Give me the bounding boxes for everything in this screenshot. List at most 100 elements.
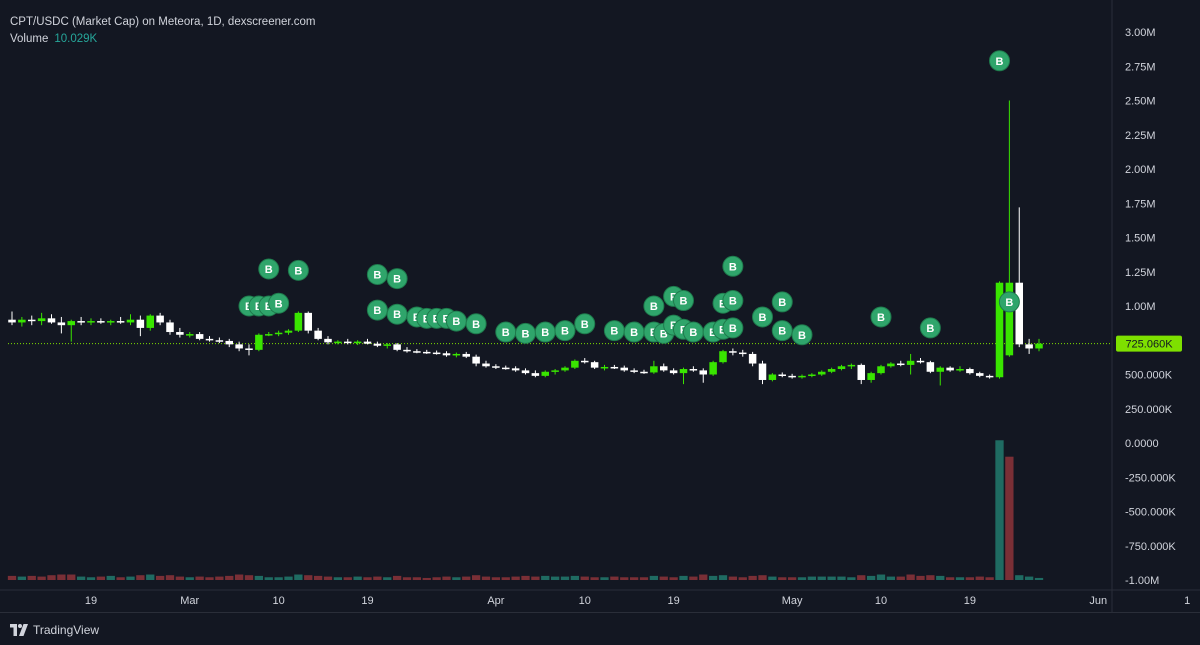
candle bbox=[87, 318, 95, 326]
trade-marker-circle bbox=[673, 290, 694, 312]
trade-marker-label: B bbox=[660, 328, 668, 340]
trade-marker-label: B bbox=[561, 326, 569, 338]
candle bbox=[47, 314, 56, 324]
tradingview-logo[interactable]: TradingView bbox=[10, 623, 99, 637]
candle-body bbox=[887, 363, 895, 367]
candle-body bbox=[590, 362, 599, 368]
volume-bar bbox=[511, 576, 520, 580]
volume-bar bbox=[313, 575, 323, 580]
trade-marker-circle bbox=[722, 255, 744, 277]
candle bbox=[580, 358, 589, 364]
trade-marker-label: B bbox=[522, 328, 530, 340]
trade-marker-circle bbox=[771, 291, 793, 313]
candle-body bbox=[501, 367, 510, 370]
candle bbox=[679, 367, 688, 385]
candle-body bbox=[185, 334, 194, 336]
trade-marker-circle bbox=[998, 291, 1020, 313]
trade-marker-circle bbox=[722, 290, 744, 312]
candle-body bbox=[620, 367, 629, 371]
volume-bar bbox=[629, 577, 639, 580]
volume-bar bbox=[985, 577, 994, 580]
candle bbox=[57, 316, 66, 334]
candle-body bbox=[995, 282, 1004, 378]
candle bbox=[906, 353, 915, 375]
candle bbox=[768, 373, 777, 382]
candle bbox=[778, 372, 787, 378]
candle-body bbox=[27, 319, 36, 322]
candle-body bbox=[837, 366, 846, 370]
candle-body bbox=[383, 344, 392, 346]
candlestick-chart[interactable]: 3.00M 2.75M 2.50M 2.25M 2.00M 1.75M 1.50M 1.25M… bbox=[0, 0, 1200, 612]
candle-body bbox=[975, 373, 984, 376]
candle-body bbox=[274, 332, 283, 335]
volume-bar bbox=[955, 577, 965, 580]
time-tick-label: 1 bbox=[1184, 595, 1190, 607]
trade-marker: B bbox=[682, 321, 704, 343]
volume-bar bbox=[146, 574, 155, 580]
trade-marker-label: B bbox=[778, 297, 786, 309]
volume-bar bbox=[215, 576, 224, 580]
trade-marker-label: B bbox=[581, 319, 589, 331]
volume-bar bbox=[254, 575, 264, 580]
candle bbox=[205, 336, 214, 342]
volume-bar bbox=[205, 577, 214, 580]
candle-body bbox=[472, 356, 480, 364]
trade-marker-circle bbox=[574, 313, 596, 335]
candle-body bbox=[630, 370, 638, 372]
candle bbox=[235, 341, 243, 352]
candle bbox=[422, 349, 431, 354]
candle bbox=[18, 316, 26, 327]
candle-body bbox=[37, 318, 46, 322]
trade-marker: B bbox=[998, 291, 1020, 313]
candle bbox=[798, 374, 806, 379]
volume-bar bbox=[679, 575, 688, 580]
chart-area[interactable]: 3.00M 2.75M 2.50M 2.25M 2.00M 1.75M 1.50M 1.25M… bbox=[0, 0, 1200, 613]
trade-marker: B bbox=[722, 290, 744, 312]
volume-bar bbox=[1005, 456, 1014, 580]
trade-marker: B bbox=[722, 317, 744, 339]
volume-bar bbox=[916, 575, 925, 580]
volume-bar bbox=[590, 577, 599, 580]
candle-body bbox=[136, 319, 145, 328]
trade-marker: B bbox=[752, 306, 773, 328]
price-tick-label: 1.00M bbox=[1125, 301, 1156, 313]
candle-body bbox=[294, 312, 303, 331]
volume-bar bbox=[67, 574, 76, 580]
candle-body bbox=[106, 321, 115, 323]
trade-marker-circle bbox=[287, 259, 309, 281]
volume-bar bbox=[284, 576, 293, 580]
volume-bar bbox=[787, 577, 797, 580]
candle bbox=[195, 332, 204, 341]
time-tick-label: Mar bbox=[180, 595, 199, 607]
candle bbox=[146, 314, 155, 331]
volume-bar bbox=[748, 575, 757, 580]
candle bbox=[511, 366, 520, 372]
candle bbox=[887, 362, 895, 368]
trade-marker-label: B bbox=[1005, 297, 1013, 309]
volume-bar bbox=[17, 576, 27, 580]
trade-marker-circle bbox=[791, 324, 813, 346]
candle bbox=[126, 314, 135, 326]
volume-bar bbox=[708, 575, 718, 580]
volume-bar bbox=[481, 576, 491, 580]
candle-body bbox=[926, 362, 935, 372]
candle bbox=[916, 358, 925, 364]
candle-body bbox=[906, 360, 915, 365]
candle bbox=[689, 366, 698, 372]
trade-marker: B bbox=[534, 321, 556, 343]
price-tick-label: 1.25M bbox=[1125, 267, 1156, 279]
candle bbox=[37, 312, 46, 326]
trade-marker: B bbox=[623, 321, 645, 343]
candle bbox=[896, 360, 905, 367]
candle-body bbox=[521, 370, 530, 374]
volume-bar bbox=[876, 574, 886, 580]
candle bbox=[294, 311, 303, 333]
candle-body bbox=[650, 366, 658, 373]
candle-body bbox=[205, 338, 214, 341]
volume-bar bbox=[531, 576, 540, 580]
candle bbox=[383, 342, 392, 349]
candle-body bbox=[867, 373, 875, 380]
trade-marker: B bbox=[268, 292, 290, 314]
candle bbox=[501, 365, 510, 370]
last-price-label: 725.060K bbox=[1125, 339, 1173, 351]
